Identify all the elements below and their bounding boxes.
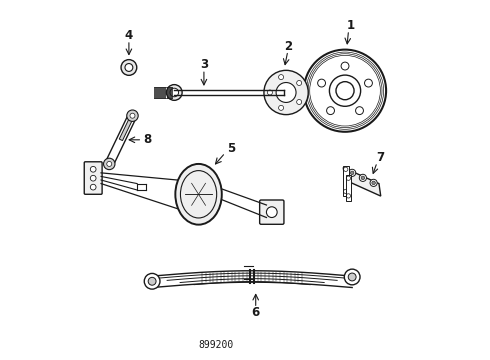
- Text: 899200: 899200: [199, 340, 234, 350]
- Circle shape: [264, 70, 308, 114]
- Circle shape: [318, 79, 325, 87]
- Circle shape: [90, 166, 96, 172]
- Circle shape: [279, 75, 284, 80]
- Circle shape: [144, 273, 160, 289]
- Circle shape: [341, 62, 349, 70]
- Circle shape: [90, 184, 96, 190]
- Circle shape: [296, 81, 302, 85]
- Circle shape: [348, 169, 356, 176]
- Circle shape: [350, 171, 354, 175]
- FancyBboxPatch shape: [84, 162, 102, 194]
- Text: 8: 8: [144, 133, 152, 146]
- Circle shape: [148, 277, 156, 285]
- Circle shape: [279, 105, 284, 111]
- Circle shape: [344, 269, 360, 285]
- Circle shape: [90, 175, 96, 181]
- Circle shape: [167, 85, 182, 100]
- Circle shape: [130, 113, 135, 118]
- Polygon shape: [119, 115, 134, 141]
- Circle shape: [170, 88, 178, 97]
- Circle shape: [125, 64, 133, 71]
- Text: 2: 2: [284, 40, 292, 53]
- Polygon shape: [343, 166, 348, 196]
- Circle shape: [103, 158, 115, 170]
- Polygon shape: [346, 175, 351, 201]
- Circle shape: [276, 82, 296, 103]
- Circle shape: [121, 60, 137, 75]
- Text: 5: 5: [226, 141, 235, 154]
- Text: 3: 3: [200, 58, 208, 71]
- Circle shape: [267, 207, 277, 217]
- FancyBboxPatch shape: [260, 200, 284, 224]
- Circle shape: [370, 179, 377, 186]
- Circle shape: [356, 107, 364, 114]
- Circle shape: [336, 82, 354, 100]
- Circle shape: [327, 107, 335, 114]
- Circle shape: [365, 79, 372, 87]
- Text: 1: 1: [346, 19, 354, 32]
- Polygon shape: [343, 167, 381, 196]
- Ellipse shape: [175, 164, 222, 225]
- Text: 6: 6: [251, 306, 260, 319]
- Circle shape: [372, 181, 375, 185]
- Circle shape: [359, 174, 367, 181]
- Polygon shape: [105, 114, 136, 166]
- Text: 4: 4: [125, 29, 133, 42]
- Circle shape: [361, 176, 365, 180]
- Circle shape: [348, 273, 356, 281]
- Circle shape: [127, 110, 138, 121]
- Circle shape: [268, 90, 272, 95]
- Circle shape: [107, 161, 112, 166]
- Circle shape: [296, 99, 302, 104]
- Text: 7: 7: [376, 151, 384, 164]
